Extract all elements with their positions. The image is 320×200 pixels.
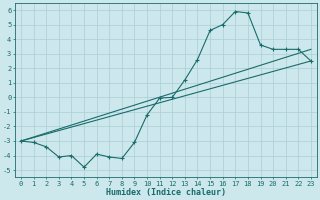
X-axis label: Humidex (Indice chaleur): Humidex (Indice chaleur): [106, 188, 226, 197]
